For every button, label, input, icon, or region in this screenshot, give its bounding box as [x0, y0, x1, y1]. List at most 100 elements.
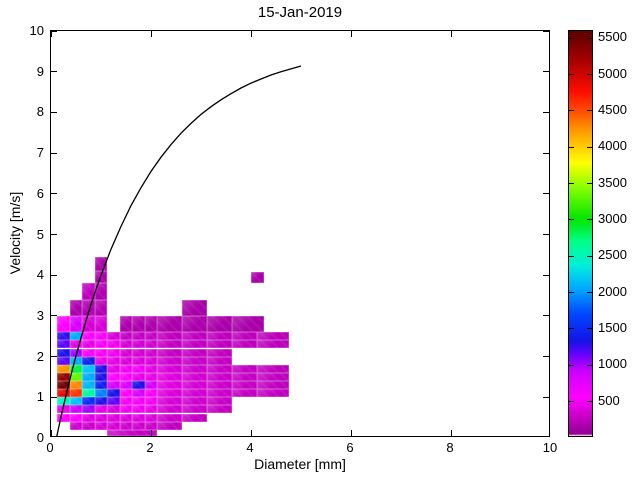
heatmap-cell	[107, 405, 120, 414]
heatmap-cell	[207, 397, 233, 406]
colorbar-tick	[569, 219, 574, 221]
heatmap-cell	[69, 356, 83, 365]
colorbar-tick-label: 2000	[598, 283, 627, 299]
heatmap-cell	[232, 315, 264, 333]
heatmap-cell	[144, 364, 158, 373]
heatmap-cell	[57, 389, 70, 398]
y-tick-right	[543, 315, 549, 317]
heatmap-cell	[207, 356, 233, 365]
heatmap-cell	[69, 315, 83, 333]
heatmap-cell	[132, 405, 145, 414]
y-tick	[51, 193, 57, 195]
heatmap-cell	[144, 372, 158, 381]
heatmap-cell	[257, 332, 289, 341]
heatmap-cell	[182, 413, 208, 422]
heatmap-cell	[132, 389, 145, 398]
heatmap-cell	[207, 315, 233, 333]
heatmap-cell	[57, 364, 70, 373]
colorbar-tick-label: 1000	[598, 356, 627, 372]
heatmap-cell	[132, 372, 145, 381]
heatmap-cell	[132, 332, 145, 341]
heatmap-cell	[82, 356, 95, 365]
heatmap-cell	[144, 405, 158, 414]
heatmap-cell	[157, 381, 183, 390]
heatmap-cell	[119, 372, 133, 381]
heatmap-cell	[157, 389, 183, 398]
heatmap-cell	[182, 381, 208, 390]
y-tick-right	[543, 31, 549, 32]
heatmap-cell	[94, 372, 108, 381]
colorbar-tick-right	[587, 292, 592, 294]
heatmap-cell	[69, 340, 83, 349]
heatmap-cell	[144, 397, 158, 406]
heatmap-cell	[107, 413, 120, 422]
heatmap-cell	[157, 332, 183, 341]
y-tick	[51, 396, 57, 398]
colorbar-tick	[569, 183, 574, 185]
heatmap-cell	[119, 340, 133, 349]
heatmap-cell	[157, 397, 183, 406]
heatmap-cell	[132, 364, 145, 373]
x-tick-label: 4	[246, 440, 254, 455]
heatmap-cell	[119, 315, 133, 333]
y-tick-label: 7	[36, 145, 44, 161]
y-tick-label: 1	[36, 389, 44, 405]
heatmap-cell	[69, 397, 83, 406]
heatmap-cell	[144, 356, 158, 365]
heatmap-cell	[232, 372, 258, 381]
heatmap-cell	[69, 348, 83, 357]
heatmap-cell	[69, 421, 83, 430]
heatmap-cell	[132, 348, 145, 357]
heatmap-cell	[69, 405, 83, 414]
colorbar-tick-right	[587, 364, 592, 366]
heatmap-cell	[69, 413, 83, 422]
x-tick-top	[250, 31, 252, 37]
heatmap-cell	[57, 315, 70, 333]
heatmap-cell	[119, 332, 133, 341]
heatmap-cell	[57, 405, 70, 414]
heatmap-cell	[107, 372, 120, 381]
colorbar-tick	[569, 328, 574, 330]
heatmap-cell	[257, 372, 289, 381]
colorbar-tick-right	[587, 401, 592, 403]
colorbar-tick	[569, 37, 574, 39]
y-tick-right	[543, 356, 549, 358]
heatmap-cell	[144, 421, 158, 430]
colorbar-tick	[569, 364, 574, 366]
heatmap-cell	[119, 348, 133, 357]
heatmap-cell	[57, 356, 70, 365]
x-tick	[250, 430, 252, 436]
x-tick-label: 0	[46, 440, 54, 455]
y-tick-right	[543, 234, 549, 235]
heatmap-cell	[232, 340, 258, 349]
colorbar-tick-right	[587, 219, 592, 221]
x-tick-label: 10	[542, 440, 558, 455]
heatmap-cell	[207, 364, 233, 373]
heatmap-cell	[82, 413, 95, 422]
heatmap-cell	[182, 389, 208, 398]
heatmap-cell	[257, 364, 289, 373]
heatmap-cell	[82, 372, 95, 381]
heatmap-cell	[257, 389, 289, 398]
heatmap-cell	[107, 429, 158, 436]
y-tick-label: 5	[36, 226, 44, 242]
x-tick-label: 6	[346, 440, 354, 455]
heatmap-cell	[144, 381, 158, 390]
heatmap-cell	[207, 389, 233, 398]
y-tick-right	[543, 396, 549, 398]
heatmap-cell	[132, 315, 145, 333]
heatmap-cell	[232, 364, 258, 373]
x-tick-top	[150, 31, 152, 37]
colorbar-tick	[569, 401, 574, 403]
heatmap-cell	[94, 340, 108, 349]
heatmap-cell	[107, 389, 120, 398]
y-tick	[51, 274, 57, 276]
heatmap-cell	[132, 356, 145, 365]
y-tick	[51, 152, 57, 154]
heatmap-cell	[157, 372, 183, 381]
heatmap-cell	[182, 315, 208, 333]
colorbar-tick-label: 5500	[598, 29, 627, 45]
heatmap-cell	[144, 389, 158, 398]
x-tick-top	[450, 31, 452, 37]
